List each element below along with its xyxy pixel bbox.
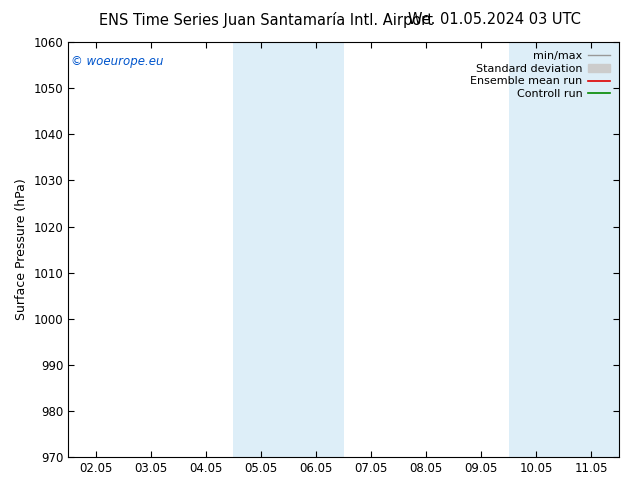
Bar xyxy=(564,42,619,457)
Y-axis label: Surface Pressure (hPa): Surface Pressure (hPa) xyxy=(15,179,28,320)
Bar xyxy=(509,42,564,457)
Legend: min/max, Standard deviation, Ensemble mean run, Controll run: min/max, Standard deviation, Ensemble me… xyxy=(467,48,614,102)
Bar xyxy=(288,42,344,457)
Text: © woeurope.eu: © woeurope.eu xyxy=(71,54,164,68)
Text: We. 01.05.2024 03 UTC: We. 01.05.2024 03 UTC xyxy=(408,12,581,27)
Bar xyxy=(233,42,288,457)
Text: ENS Time Series Juan Santamaría Intl. Airport: ENS Time Series Juan Santamaría Intl. Ai… xyxy=(100,12,433,28)
